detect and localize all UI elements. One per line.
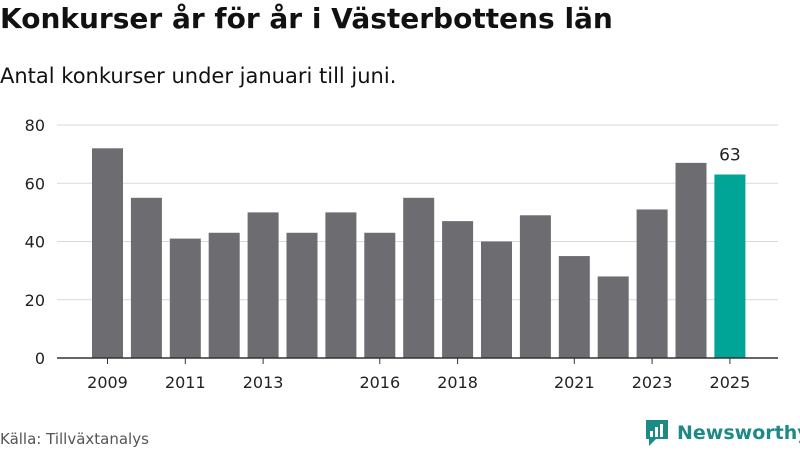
bar xyxy=(247,212,279,358)
brand-logo: Newsworthy xyxy=(644,418,800,448)
newsworthy-logo-icon xyxy=(646,420,668,446)
y-tick-label: 60 xyxy=(25,174,45,193)
bar xyxy=(481,241,512,358)
bar xyxy=(130,197,162,358)
bar xyxy=(92,148,123,358)
x-tick-label: 2011 xyxy=(165,373,206,392)
x-tick-label: 2013 xyxy=(243,373,284,392)
data-label: 63 xyxy=(719,146,741,166)
y-tick-label: 20 xyxy=(25,291,45,310)
x-tick-label: 2023 xyxy=(632,373,673,392)
bar xyxy=(636,209,668,358)
bar xyxy=(519,215,551,358)
bar xyxy=(286,232,318,358)
bar xyxy=(597,276,629,358)
bar-chart: 0 20 40 60 80 2009 2011 2013 2016 2018 2021 2023 202… xyxy=(25,116,778,392)
brand-name: Newsworthy xyxy=(677,422,800,444)
bar xyxy=(714,174,746,358)
x-tick-label: 2025 xyxy=(710,373,751,392)
source-note: Källa: Tillväxtanalys xyxy=(0,430,149,448)
bar xyxy=(325,212,357,358)
chart-title: Konkurser år för år i Västerbottens län xyxy=(0,2,613,35)
bar xyxy=(675,162,707,358)
bar xyxy=(208,232,240,358)
bar xyxy=(169,238,201,358)
bar xyxy=(403,197,435,358)
y-tick-label: 0 xyxy=(35,349,45,368)
bar xyxy=(442,221,474,358)
bar xyxy=(558,256,590,358)
chart-subtitle: Antal konkurser under januari till juni. xyxy=(0,64,397,88)
bar xyxy=(364,232,396,358)
x-tick-label: 2009 xyxy=(87,373,128,392)
y-tick-label: 80 xyxy=(25,116,45,135)
x-tick-label: 2016 xyxy=(359,373,400,392)
x-tick-label: 2018 xyxy=(437,373,478,392)
y-tick-label: 40 xyxy=(25,233,45,252)
x-tick-label: 2021 xyxy=(554,373,595,392)
